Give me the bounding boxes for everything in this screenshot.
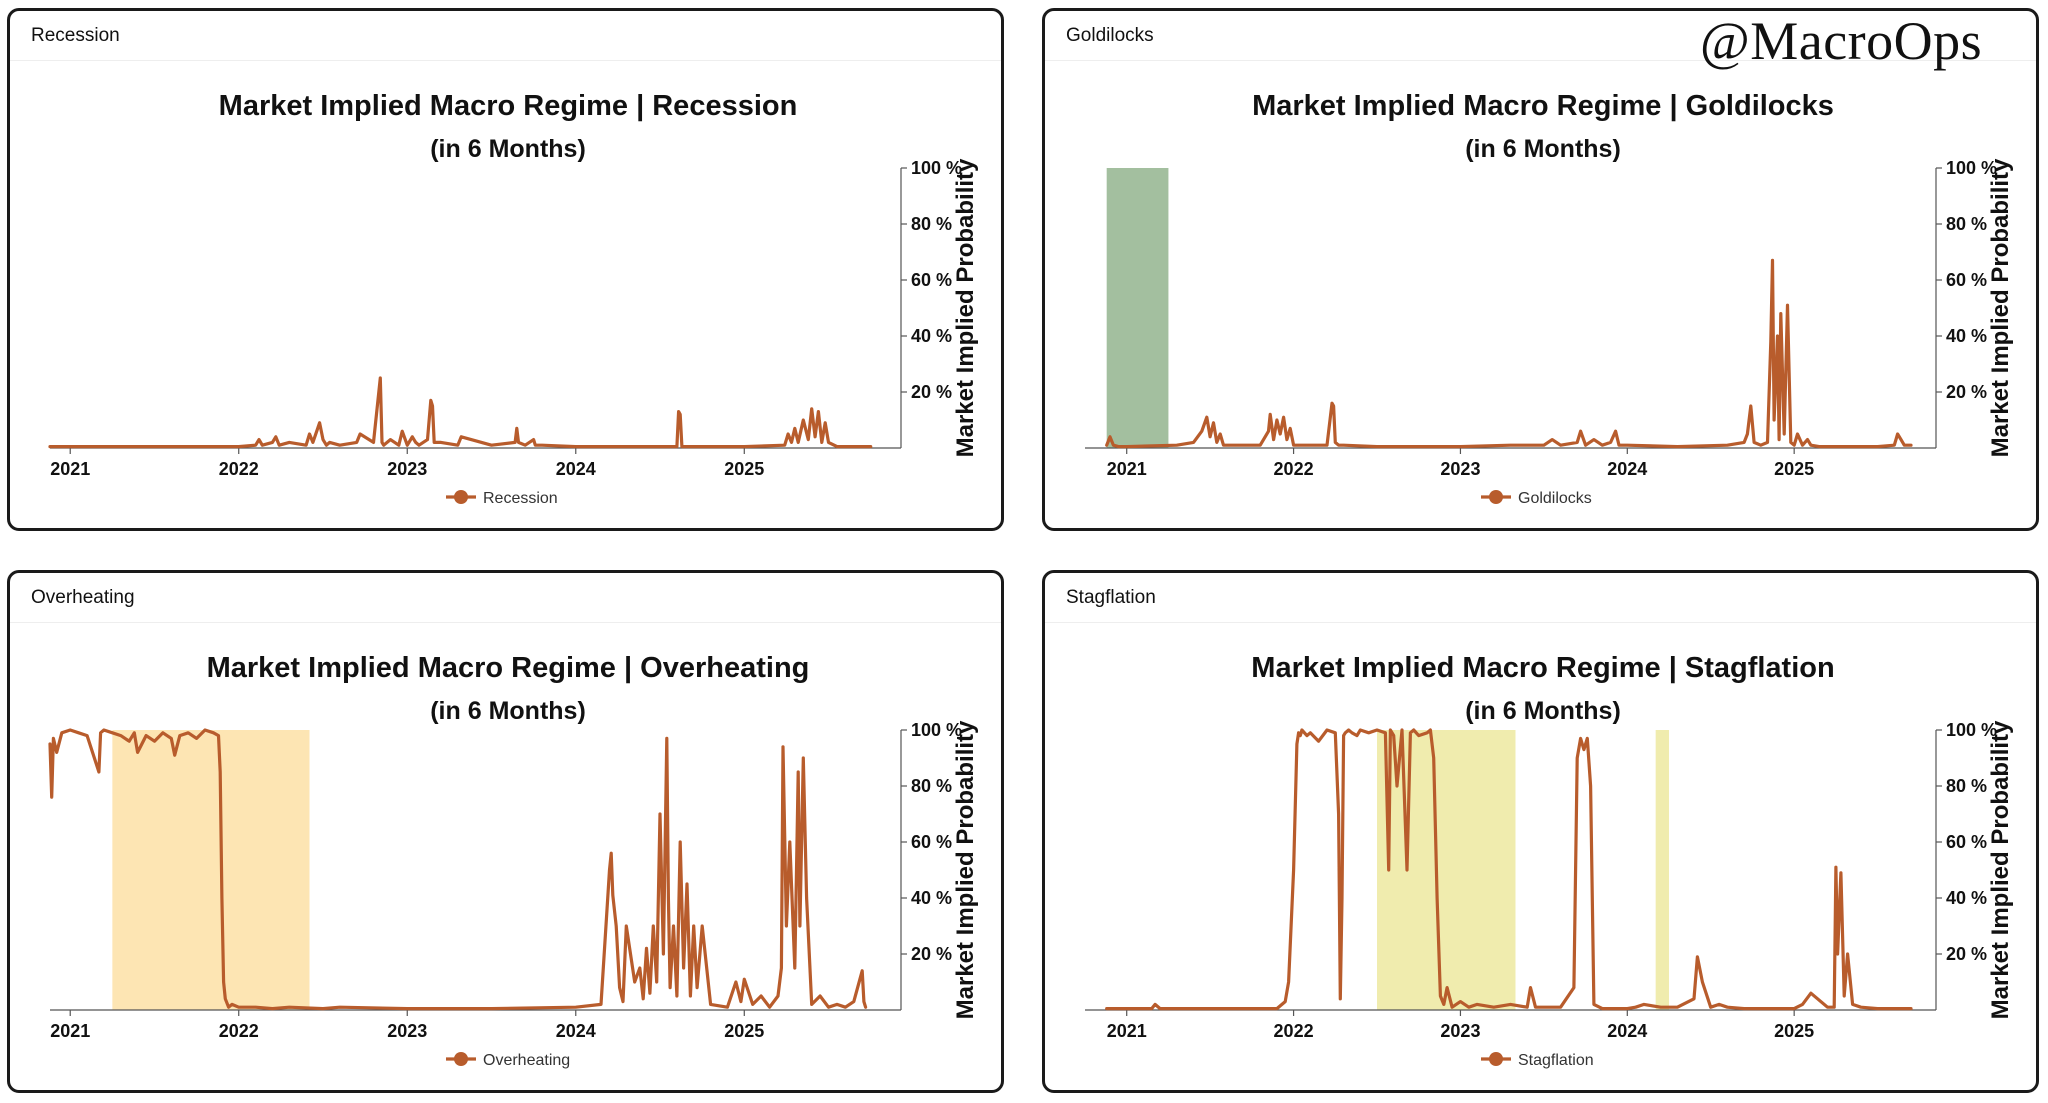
- regime-shade: [112, 730, 310, 1010]
- x-tick-label: 2023: [1440, 459, 1480, 479]
- y-tick-label: 40 %: [1946, 888, 1987, 908]
- y-tick-label: 20 %: [911, 382, 952, 402]
- panel-header: Overheating: [10, 573, 1001, 623]
- y-axis-label: Market Implied Probability: [1987, 720, 2014, 1019]
- x-tick-label: 2025: [1774, 1021, 1814, 1041]
- chart-panel-stagflation: Stagflation Market Implied Macro Regime …: [1042, 570, 2039, 1093]
- legend-marker: [454, 490, 468, 504]
- x-tick-label: 2024: [556, 1021, 596, 1041]
- x-tick-label: 2025: [724, 459, 764, 479]
- y-tick-label: 100 %: [1946, 158, 1997, 178]
- chart: Market Implied Macro Regime | Stagflatio…: [1085, 652, 2014, 1069]
- y-tick-label: 40 %: [911, 326, 952, 346]
- chart-panel-goldilocks: Goldilocks Market Implied Macro Regime |…: [1042, 8, 2039, 531]
- y-tick-label: 100 %: [911, 720, 962, 740]
- legend-label: Stagflation: [1518, 1052, 1594, 1069]
- legend-marker: [1489, 490, 1503, 504]
- chart-title: Market Implied Macro Regime | Goldilocks: [1252, 90, 1834, 122]
- y-tick-label: 60 %: [911, 270, 952, 290]
- series-line: [1105, 728, 1913, 1011]
- regime-shade: [1655, 730, 1670, 1010]
- watermark: @MacroOps: [1700, 11, 1983, 71]
- x-tick-label: 2023: [387, 1021, 427, 1041]
- series-line: [48, 728, 868, 1011]
- y-tick-label: 80 %: [911, 776, 952, 796]
- chart: Market Implied Macro Regime | Goldilocks…: [1085, 90, 2014, 507]
- chart-panel-recession: Recession Market Implied Macro Regime | …: [7, 8, 1004, 531]
- x-tick-label: 2024: [1607, 1021, 1647, 1041]
- chart-title: Market Implied Macro Regime | Stagflatio…: [1251, 652, 1834, 684]
- legend-label: Overheating: [483, 1052, 570, 1069]
- panel-header: Stagflation: [1045, 573, 2036, 623]
- y-tick-label: 80 %: [1946, 776, 1987, 796]
- regime-shade: [1377, 730, 1516, 1010]
- chart-subtitle: (in 6 Months): [1465, 135, 1621, 163]
- x-tick-label: 2021: [1107, 459, 1147, 479]
- regime-shade: [1106, 168, 1169, 448]
- x-tick-label: 2025: [1774, 459, 1814, 479]
- y-tick-label: 20 %: [1946, 382, 1987, 402]
- y-tick-label: 20 %: [1946, 944, 1987, 964]
- x-tick-label: 2025: [724, 1021, 764, 1041]
- x-tick-label: 2023: [387, 459, 427, 479]
- y-tick-label: 40 %: [1946, 326, 1987, 346]
- x-tick-label: 2024: [1607, 459, 1647, 479]
- x-tick-label: 2023: [1440, 1021, 1480, 1041]
- y-axis-label: Market Implied Probability: [952, 720, 979, 1019]
- chart-panel-overheating: Overheating Market Implied Macro Regime …: [7, 570, 1004, 1093]
- chart: Market Implied Macro Regime | Recession (…: [48, 90, 979, 507]
- x-tick-label: 2022: [219, 1021, 259, 1041]
- y-tick-label: 60 %: [1946, 832, 1987, 852]
- legend-marker: [454, 1052, 468, 1066]
- panel-header: Goldilocks: [1045, 11, 2036, 61]
- chart: Market Implied Macro Regime | Overheatin…: [48, 652, 979, 1069]
- x-tick-label: 2022: [1274, 459, 1314, 479]
- chart-subtitle: (in 6 Months): [430, 697, 586, 725]
- x-tick-label: 2021: [50, 459, 90, 479]
- legend-label: Recession: [483, 490, 558, 507]
- x-tick-label: 2022: [219, 459, 259, 479]
- y-tick-label: 20 %: [911, 944, 952, 964]
- series-line: [48, 376, 873, 449]
- legend-label: Goldilocks: [1518, 490, 1592, 507]
- series-line: [1105, 258, 1913, 449]
- y-tick-label: 100 %: [1946, 720, 1997, 740]
- y-tick-label: 100 %: [911, 158, 962, 178]
- x-tick-label: 2021: [50, 1021, 90, 1041]
- y-axis-label: Market Implied Probability: [1987, 158, 2014, 457]
- chart-subtitle: (in 6 Months): [430, 135, 586, 163]
- x-tick-label: 2022: [1274, 1021, 1314, 1041]
- x-tick-label: 2024: [556, 459, 596, 479]
- y-tick-label: 60 %: [1946, 270, 1987, 290]
- y-tick-label: 80 %: [1946, 214, 1987, 234]
- chart-title: Market Implied Macro Regime | Overheatin…: [207, 652, 810, 684]
- y-axis-label: Market Implied Probability: [952, 158, 979, 457]
- panel-header: Recession: [10, 11, 1001, 61]
- chart-subtitle: (in 6 Months): [1465, 697, 1621, 725]
- x-tick-label: 2021: [1107, 1021, 1147, 1041]
- y-tick-label: 40 %: [911, 888, 952, 908]
- y-tick-label: 80 %: [911, 214, 952, 234]
- legend-marker: [1489, 1052, 1503, 1066]
- y-tick-label: 60 %: [911, 832, 952, 852]
- chart-title: Market Implied Macro Regime | Recession: [219, 90, 798, 122]
